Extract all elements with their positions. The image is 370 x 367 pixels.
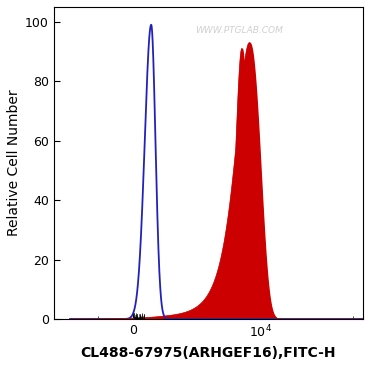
X-axis label: CL488-67975(ARHGEF16),FITC-H: CL488-67975(ARHGEF16),FITC-H <box>81 346 336 360</box>
Y-axis label: Relative Cell Number: Relative Cell Number <box>7 90 21 236</box>
Text: WWW.PTGLAB.COM: WWW.PTGLAB.COM <box>195 26 283 34</box>
